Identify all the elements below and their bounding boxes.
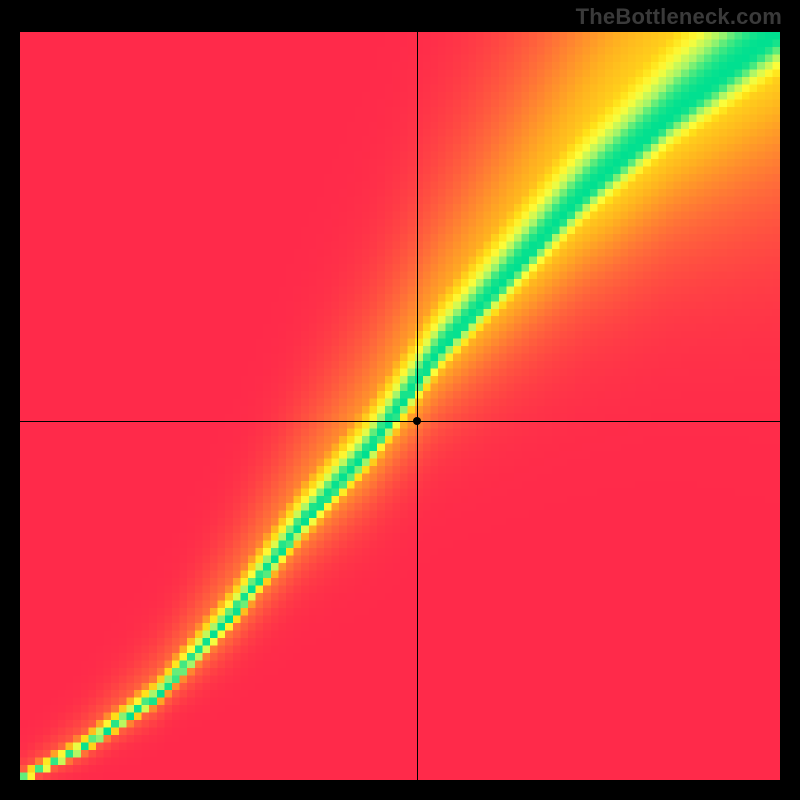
bottleneck-heatmap [20, 32, 780, 780]
chart-frame: TheBottleneck.com [0, 0, 800, 800]
plot-area [20, 32, 780, 780]
watermark-text: TheBottleneck.com [576, 4, 782, 30]
